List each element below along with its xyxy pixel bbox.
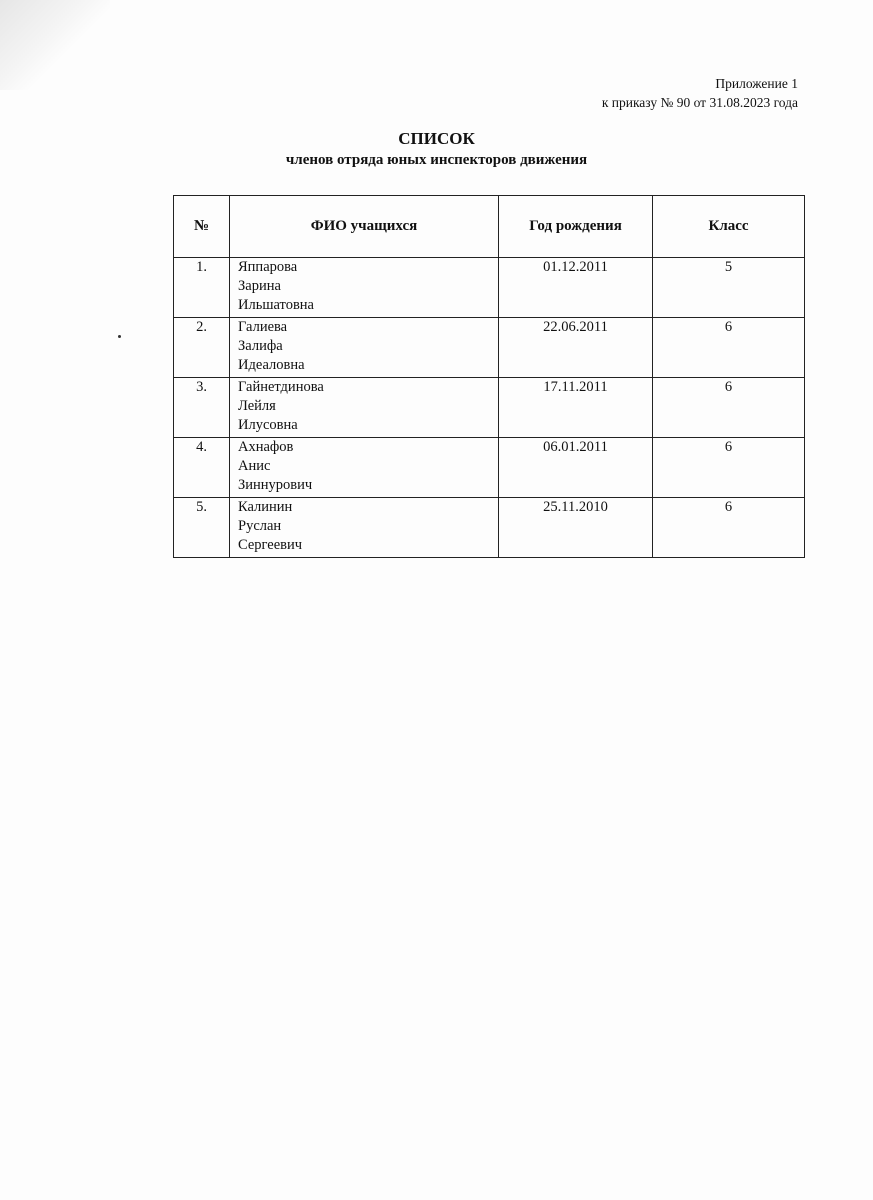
name-part: Гайнетдинова <box>238 379 324 395</box>
table-header-row: № ФИО учащихся Год рождения Класс <box>173 195 805 258</box>
name-part: Ильшатовна <box>238 297 314 313</box>
row-birth-date: 22.06.2011 <box>498 317 653 378</box>
row-birth-date: 01.12.2011 <box>498 257 653 318</box>
scan-speck <box>118 335 121 338</box>
document-title: СПИСОК членов отряда юных инспекторов дв… <box>0 128 873 170</box>
table-row: 4. Ахнафов Анис Зиннурович 06.01.2011 6 <box>173 437 805 498</box>
name-part: Калинин <box>238 499 293 515</box>
row-name: Ахнафов Анис Зиннурович <box>229 437 499 498</box>
name-part: Сергеевич <box>238 537 303 553</box>
row-grade: 6 <box>652 317 805 378</box>
row-name: Калинин Руслан Сергеевич <box>229 497 499 558</box>
title-main: СПИСОК <box>398 129 475 148</box>
table-row: 5. Калинин Руслан Сергеевич 25.11.2010 6 <box>173 497 805 558</box>
name-part: Яппарова <box>238 259 298 275</box>
row-number: 1. <box>173 257 230 318</box>
row-number: 5. <box>173 497 230 558</box>
row-birth-date: 06.01.2011 <box>498 437 653 498</box>
header-name: ФИО учащихся <box>229 195 499 258</box>
scan-corner-fold <box>0 0 110 90</box>
row-number: 2. <box>173 317 230 378</box>
row-grade: 6 <box>652 437 805 498</box>
row-grade: 5 <box>652 257 805 318</box>
name-part: Ахнафов <box>238 439 294 455</box>
header-grade: Класс <box>652 195 805 258</box>
row-number: 4. <box>173 437 230 498</box>
name-part: Залифа <box>238 338 283 354</box>
name-part: Зарина <box>238 278 281 294</box>
name-part: Анис <box>238 458 271 474</box>
annex-line-2: к приказу № 90 от 31.08.2023 года <box>601 95 798 110</box>
table-row: 2. Галиева Залифа Идеаловна 22.06.2011 6 <box>173 317 805 378</box>
table-row: 3. Гайнетдинова Лейля Илусовна 17.11.2011 6 <box>173 377 805 438</box>
row-birth-date: 17.11.2011 <box>498 377 653 438</box>
row-grade: 6 <box>652 377 805 438</box>
annex-note: Приложение 1 к приказу № 90 от 31.08.202… <box>602 74 798 112</box>
table-row: 1. Яппарова Зарина Ильшатовна 01.12.2011 5 <box>173 257 805 318</box>
row-name: Гайнетдинова Лейля Илусовна <box>229 377 499 438</box>
name-part: Галиева <box>238 319 288 335</box>
row-number: 3. <box>173 377 230 438</box>
name-part: Идеаловна <box>238 357 305 373</box>
row-birth-date: 25.11.2010 <box>498 497 653 558</box>
annex-line-1: Приложение 1 <box>715 76 798 91</box>
name-part: Руслан <box>238 518 282 534</box>
row-grade: 6 <box>652 497 805 558</box>
title-sub: членов отряда юных инспекторов движения <box>285 152 588 168</box>
row-name: Яппарова Зарина Ильшатовна <box>229 257 499 318</box>
name-part: Лейля <box>238 398 276 414</box>
header-birth: Год рождения <box>498 195 653 258</box>
name-part: Илусовна <box>238 417 298 433</box>
row-name: Галиева Залифа Идеаловна <box>229 317 499 378</box>
members-table: № ФИО учащихся Год рождения Класс 1. Яппа… <box>173 195 805 558</box>
header-number: № <box>173 195 230 258</box>
name-part: Зиннурович <box>238 477 313 493</box>
